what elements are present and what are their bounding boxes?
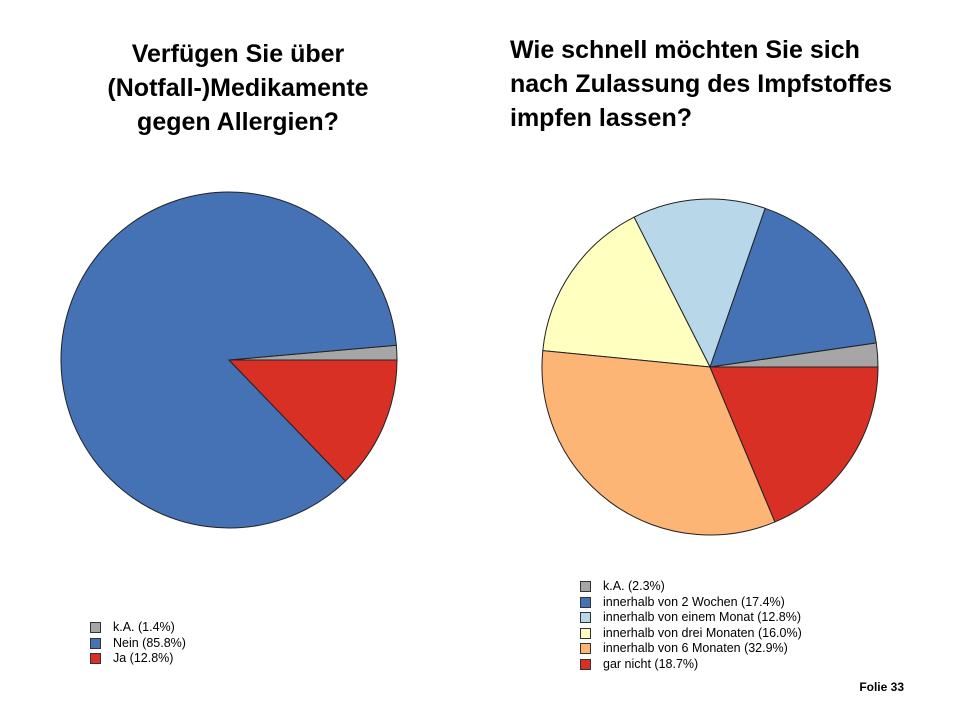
legend-allergy-medication: k.A. (1.4%) Nein (85.8%) Ja (12.8%) (90, 620, 186, 667)
legend-swatch (580, 643, 591, 655)
legend-label: k.A. (2.3%) (603, 579, 665, 593)
title-line: nach Zulassung des Impfstoffes (510, 70, 893, 98)
legend-label: Ja (12.8%) (113, 651, 174, 665)
legend-item: Nein (85.8%) (90, 636, 186, 652)
chart-title-allergy-medication: Verfügen Sie über (Notfall-)Medikamente … (88, 37, 388, 139)
legend-swatch (90, 653, 101, 665)
legend-vaccination-timing: k.A. (2.3%) innerhalb von 2 Wochen (17.4… (580, 579, 802, 672)
legend-item: Ja (12.8%) (90, 651, 186, 667)
legend-item: innerhalb von 2 Wochen (17.4%) (580, 595, 802, 611)
pie-slice-3 (542, 216, 711, 368)
legend-label: innerhalb von 6 Monaten (32.9%) (603, 641, 788, 655)
pie-slice-2 (633, 198, 766, 368)
title-line: Verfügen Sie über (131, 40, 345, 68)
legend-label: k.A. (1.4%) (113, 620, 175, 634)
pie-slice-4 (541, 350, 776, 536)
legend-swatch (90, 622, 101, 634)
title-line: (Notfall-)Medikamente (107, 74, 369, 102)
legend-swatch (580, 612, 591, 624)
legend-swatch (90, 637, 101, 649)
legend-label: Nein (85.8%) (113, 635, 186, 650)
legend-swatch (580, 596, 591, 608)
legend-item: innerhalb von drei Monaten (16.0%) (580, 626, 802, 642)
pie-slice-2 (228, 359, 398, 482)
legend-swatch (580, 627, 591, 639)
legend-label: gar nicht (18.7%) (603, 656, 699, 671)
title-line: gegen Allergien? (137, 108, 339, 136)
legend-label: innerhalb von 2 Wochen (17.4%) (603, 594, 785, 609)
title-line: Wie schnell möchten Sie sich (510, 36, 860, 64)
title-line: impfen lassen? (510, 104, 692, 132)
chart-title-vaccination-timing: Wie schnell möchten Sie sich nach Zulass… (510, 33, 940, 135)
legend-item: gar nicht (18.7%) (580, 657, 802, 673)
pie-slice-5 (709, 366, 879, 523)
legend-item: k.A. (2.3%) (580, 579, 802, 595)
legend-label: innerhalb von drei Monaten (16.0%) (603, 625, 802, 640)
legend-item: innerhalb von 6 Monaten (32.9%) (580, 641, 802, 657)
legend-label: innerhalb von einem Monat (12.8%) (603, 610, 802, 624)
legend-swatch (580, 658, 591, 670)
legend-item: innerhalb von einem Monat (12.8%) (580, 610, 802, 626)
legend-swatch (580, 581, 591, 593)
legend-item: k.A. (1.4%) (90, 620, 186, 636)
slide-number: Folie 33 (859, 680, 904, 694)
